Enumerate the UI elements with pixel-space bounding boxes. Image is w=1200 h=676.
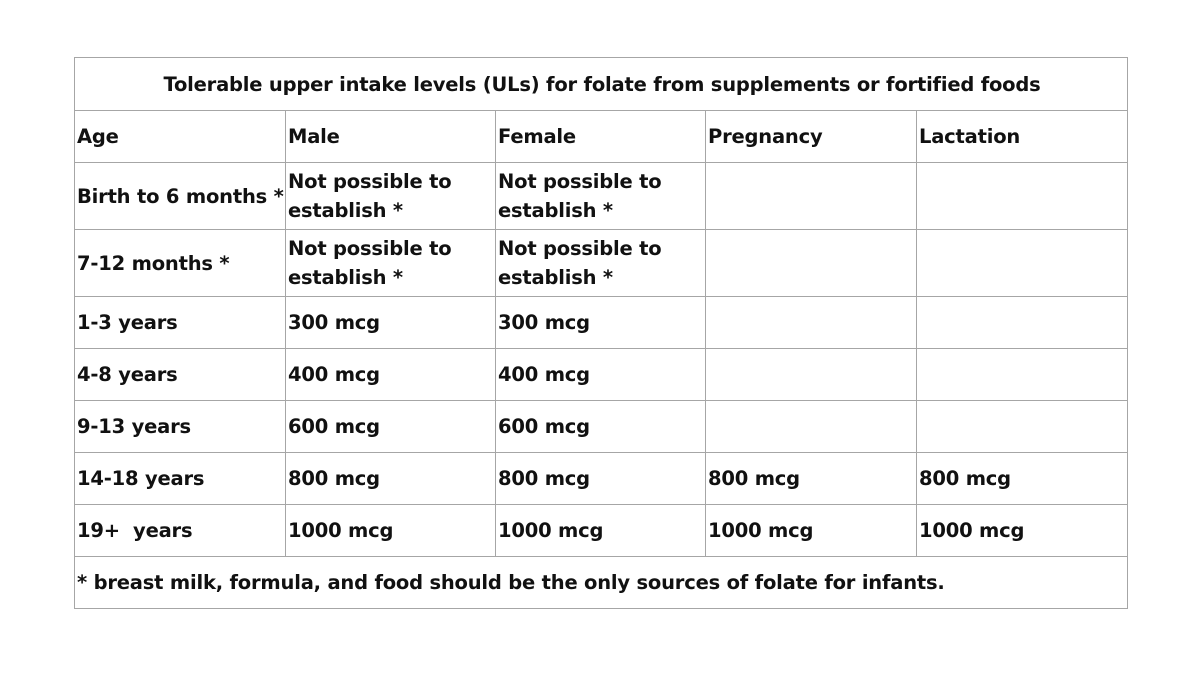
footnote-row: * breast milk, formula, and food should …	[73, 556, 1129, 609]
cell-pregnancy	[705, 348, 917, 401]
cell-female: 1000 mcg	[495, 504, 706, 557]
header-age: Age	[74, 110, 286, 163]
cell-age: 19+ years	[74, 504, 286, 557]
cell-pregnancy: 1000 mcg	[705, 504, 917, 557]
cell-lactation: 800 mcg	[915, 452, 1129, 505]
table-row: 9-13 years 600 mcg 600 mcg	[74, 400, 1129, 453]
cell-lactation	[915, 348, 1129, 401]
cell-male: 800 mcg	[285, 452, 496, 505]
cell-male: Not possible to establish *	[285, 229, 496, 297]
header-lactation: Lactation	[915, 110, 1129, 163]
cell-age: 7-12 months *	[74, 229, 286, 297]
footnote: * breast milk, formula, and food should …	[73, 556, 1129, 609]
cell-female: 300 mcg	[495, 296, 706, 349]
table-row: 4-8 years 400 mcg 400 mcg	[74, 348, 1129, 401]
table-row: Birth to 6 months * Not possible to esta…	[74, 162, 1129, 230]
cell-age: Birth to 6 months *	[74, 162, 286, 230]
cell-age: 1-3 years	[74, 296, 286, 349]
title-row: Tolerable upper intake levels (ULs) for …	[73, 57, 1129, 111]
header-row: Age Male Female Pregnancy Lactation	[74, 110, 1129, 163]
cell-male: 300 mcg	[285, 296, 496, 349]
cell-lactation	[915, 229, 1129, 297]
table-row: 14-18 years 800 mcg 800 mcg 800 mcg 800 …	[74, 452, 1129, 505]
header-pregnancy: Pregnancy	[705, 110, 917, 163]
table-row: 19+ years 1000 mcg 1000 mcg 1000 mcg 100…	[74, 504, 1129, 557]
cell-female: 800 mcg	[495, 452, 706, 505]
cell-female: Not possible to establish *	[495, 162, 706, 230]
cell-age: 9-13 years	[74, 400, 286, 453]
header-female: Female	[495, 110, 706, 163]
folate-ul-table: Tolerable upper intake levels (ULs) for …	[73, 57, 1129, 609]
cell-age: 14-18 years	[74, 452, 286, 505]
cell-lactation: 1000 mcg	[915, 504, 1129, 557]
cell-pregnancy	[705, 229, 917, 297]
cell-pregnancy	[705, 400, 917, 453]
cell-female: 400 mcg	[495, 348, 706, 401]
cell-male: 600 mcg	[285, 400, 496, 453]
table-title: Tolerable upper intake levels (ULs) for …	[73, 57, 1129, 111]
cell-male: Not possible to establish *	[285, 162, 496, 230]
cell-lactation	[915, 296, 1129, 349]
cell-pregnancy	[705, 162, 917, 230]
cell-male: 1000 mcg	[285, 504, 496, 557]
cell-pregnancy	[705, 296, 917, 349]
cell-age: 4-8 years	[74, 348, 286, 401]
cell-female: 600 mcg	[495, 400, 706, 453]
cell-female: Not possible to establish *	[495, 229, 706, 297]
table-row: 1-3 years 300 mcg 300 mcg	[74, 296, 1129, 349]
table-row: 7-12 months * Not possible to establish …	[74, 229, 1129, 297]
cell-male: 400 mcg	[285, 348, 496, 401]
cell-lactation	[915, 400, 1129, 453]
cell-pregnancy: 800 mcg	[705, 452, 917, 505]
cell-lactation	[915, 162, 1129, 230]
header-male: Male	[285, 110, 496, 163]
